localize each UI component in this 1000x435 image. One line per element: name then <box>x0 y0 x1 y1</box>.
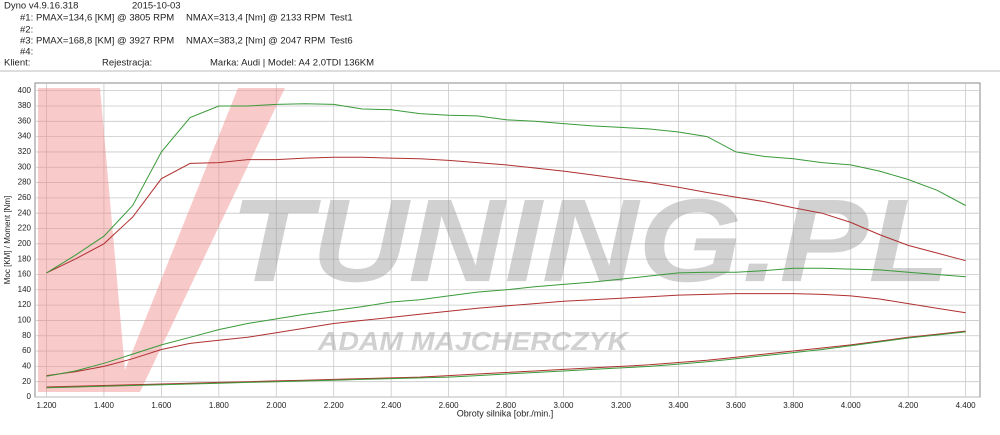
y-tick-label: 300 <box>18 162 32 171</box>
x-tick-label: 4.000 <box>841 401 862 410</box>
series-line <box>46 156 966 274</box>
y-tick-label: 360 <box>18 116 32 125</box>
x-tick-label: 2.400 <box>381 401 402 410</box>
y-tick-label: 380 <box>18 101 32 110</box>
y-tick-label: 120 <box>18 300 32 309</box>
y-tick-label: 180 <box>18 254 32 263</box>
x-tick-label: 1.800 <box>209 401 230 410</box>
x-tick-label: 2.200 <box>324 401 345 410</box>
series-line <box>46 267 966 377</box>
grid <box>35 83 980 398</box>
date: 2015-10-03 <box>132 1 181 12</box>
x-tick-label: 1.400 <box>94 401 115 410</box>
y-tick-label: 340 <box>18 132 32 141</box>
y-tick-label: 20 <box>22 377 31 386</box>
series-line <box>46 103 966 274</box>
y-tick-label: 220 <box>18 224 32 233</box>
x-tick-label: 1.600 <box>151 401 172 410</box>
y-tick-label: 60 <box>22 346 31 355</box>
y-tick-label: 260 <box>18 193 32 202</box>
lines <box>46 103 966 389</box>
run-id: #4: <box>20 47 33 58</box>
x-tick-label: 4.400 <box>956 401 977 410</box>
run-id: #3: <box>20 36 33 47</box>
y-tick-label: 160 <box>18 270 32 279</box>
watermark: TUNING.PL ADAM MAJCHERCZYK <box>38 88 950 392</box>
series-line <box>46 331 966 389</box>
run-nmax: NMAX=383,2 [Nm] @ 2047 RPM <box>186 36 325 47</box>
y-tick-label: 40 <box>22 361 31 370</box>
series-line <box>46 293 966 377</box>
x-tick-label: 2.000 <box>266 401 287 410</box>
y-tick-label: 400 <box>18 86 32 95</box>
x-tick-label: 3.000 <box>553 401 574 410</box>
x-axis-label: Obroty silnika [obr./min.] <box>457 408 554 418</box>
x-tick-label: 2.600 <box>439 401 460 410</box>
y-tick-label: 80 <box>22 331 31 340</box>
x-tick-label: 4.200 <box>898 401 919 410</box>
y-tick-label: 320 <box>18 147 32 156</box>
app-version: Dyno v4.9.16.318 <box>4 1 78 12</box>
run-test: Test1 <box>330 13 353 24</box>
watermark-author: ADAM MAJCHERCZYK <box>317 326 631 356</box>
run-test: Test6 <box>330 36 353 47</box>
run-pmax: PMAX=134,6 [KM] @ 3805 RPM <box>36 13 174 24</box>
y-axis-label: Moc [KM] / Moment [Nm] <box>3 196 12 284</box>
watermark-logo <box>38 88 285 392</box>
run-pmax: PMAX=168,8 [KM] @ 3927 RPM <box>36 36 174 47</box>
x-tick-label: 2.800 <box>496 401 517 410</box>
x-tick-label: 1.200 <box>36 401 57 410</box>
y-tick-label: 280 <box>18 178 32 187</box>
y-tick-label: 100 <box>18 316 32 325</box>
watermark-brand: TUNING.PL <box>230 175 950 307</box>
series-line <box>46 330 966 388</box>
run-id: #2: <box>20 25 33 36</box>
y-tick-label: 240 <box>18 208 32 217</box>
run-nmax: NMAX=313,4 [Nm] @ 2133 RPM <box>186 13 325 24</box>
y-tick-label: 200 <box>18 239 32 248</box>
x-tick-label: 3.600 <box>726 401 747 410</box>
y-tick-label: 140 <box>18 285 32 294</box>
client: Klient: <box>4 58 30 69</box>
registration: Rejestracja: <box>102 58 152 69</box>
x-tick-label: 3.200 <box>611 401 632 410</box>
run-id: #1: <box>20 13 33 24</box>
vehicle: Marka: Audi | Model: A4 2.0TDI 136KM <box>210 58 374 69</box>
x-tick-label: 3.800 <box>783 401 804 410</box>
x-tick-label: 3.400 <box>668 401 689 410</box>
y-tick-label: 0 <box>27 392 32 401</box>
